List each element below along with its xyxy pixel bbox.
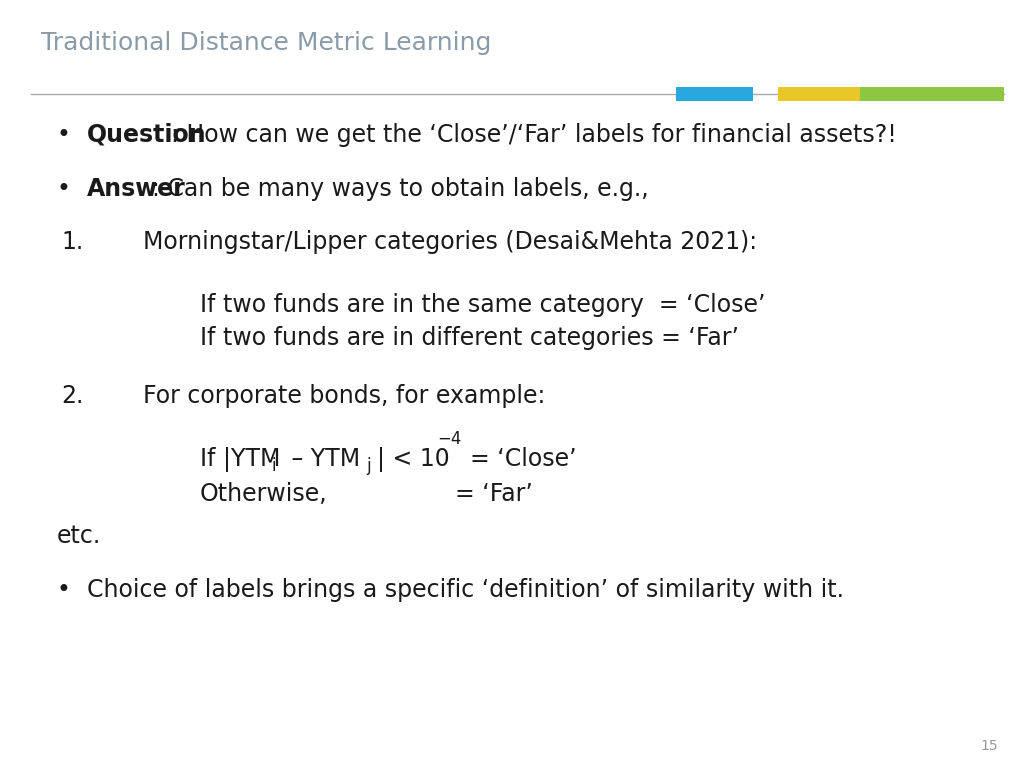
Text: = ‘Far’: = ‘Far’ [455,482,532,506]
Text: If |YTM: If |YTM [200,447,280,472]
Bar [778,87,860,101]
Text: i: i [271,457,276,475]
Text: Otherwise,: Otherwise, [200,482,328,506]
Text: 15: 15 [981,739,998,753]
Text: 1.: 1. [61,230,84,254]
Text: If two funds are in the same category  = ‘Close’: If two funds are in the same category = … [200,293,765,317]
Text: •: • [56,578,71,601]
Text: If two funds are in different categories = ‘Far’: If two funds are in different categories… [200,326,738,350]
Text: 2.: 2. [61,384,84,408]
Text: Question: Question [87,123,207,147]
Text: j: j [367,457,372,475]
Text: Choice of labels brings a specific ‘definition’ of similarity with it.: Choice of labels brings a specific ‘defi… [87,578,844,601]
Text: For corporate bonds, for example:: For corporate bonds, for example: [143,384,546,408]
Text: Traditional Distance Metric Learning: Traditional Distance Metric Learning [41,31,492,55]
Text: Morningstar/Lipper categories (Desai&Mehta 2021):: Morningstar/Lipper categories (Desai&Meh… [143,230,758,254]
Text: | < 10: | < 10 [377,447,450,472]
Text: – YTM: – YTM [284,447,359,471]
Text: = ‘Close’: = ‘Close’ [455,447,577,471]
Text: •: • [56,177,71,200]
Text: −4: −4 [437,430,462,448]
Bar [676,87,753,101]
Text: etc.: etc. [56,524,100,548]
Text: •: • [56,123,71,147]
Text: Answer: Answer [87,177,185,200]
Bar [860,87,1004,101]
Text: : Can be many ways to obtain labels, e.g.,: : Can be many ways to obtain labels, e.g… [152,177,648,200]
Text: : How can we get the ‘Close’/‘Far’ labels for financial assets?!: : How can we get the ‘Close’/‘Far’ label… [171,123,897,147]
